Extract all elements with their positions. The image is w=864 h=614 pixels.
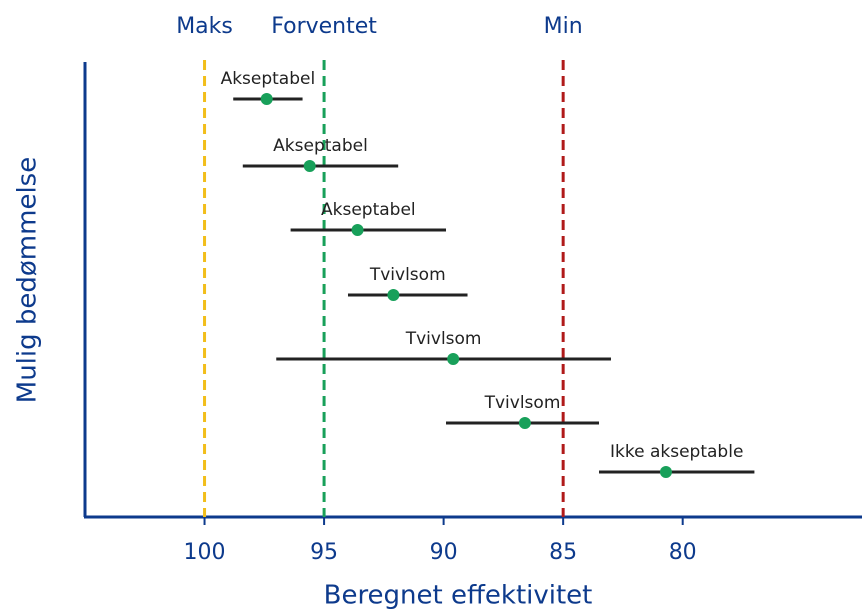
x-tick-label: 95: [310, 540, 338, 565]
rating-label: Akseptabel: [321, 200, 416, 220]
rating-label: Tvivlsom: [405, 329, 482, 349]
x-tick-label: 100: [184, 540, 226, 565]
rating-label: Akseptabel: [273, 136, 368, 156]
x-tick-label: 85: [549, 540, 577, 565]
rating-label: Akseptabel: [221, 69, 316, 89]
rating-label: Tvivlsom: [484, 393, 561, 413]
reference-label: Maks: [176, 14, 233, 39]
dot: [351, 224, 364, 236]
dot: [659, 466, 672, 478]
x-tick-label: 90: [430, 540, 458, 565]
reference-label: Min: [544, 14, 583, 39]
dot: [518, 417, 531, 429]
dot: [387, 289, 400, 301]
dot: [447, 353, 460, 365]
x-axis-title: Beregnet effektivitet: [324, 581, 593, 611]
dot: [260, 93, 273, 105]
y-axis-title: Mulig bedømmelse: [13, 157, 43, 403]
reference-label: Forventet: [271, 14, 377, 39]
x-tick-label: 80: [669, 540, 697, 565]
rating-label: Ikke akseptable: [610, 442, 743, 462]
rating-label: Tvivlsom: [369, 265, 446, 285]
dot: [303, 160, 316, 172]
